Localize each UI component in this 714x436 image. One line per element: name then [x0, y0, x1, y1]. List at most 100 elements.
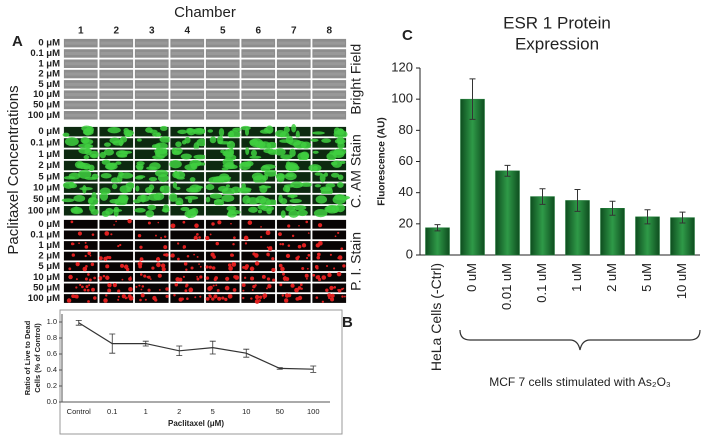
cell-dot — [297, 286, 302, 290]
cell-dot — [211, 297, 215, 301]
micrograph-texture — [65, 93, 97, 97]
cell-blob — [83, 155, 90, 160]
micrograph-texture — [136, 113, 168, 117]
cell-dot — [165, 287, 169, 291]
column-label: 7 — [291, 26, 297, 37]
cell-dot — [72, 242, 75, 246]
cell-blob — [174, 171, 186, 179]
cell-blob — [100, 172, 112, 179]
chart-title: ESR 1 Protein — [503, 13, 611, 32]
cell-dot — [304, 273, 309, 278]
micrograph-texture — [100, 113, 132, 117]
cell-dot — [170, 223, 176, 229]
cell-dot — [198, 263, 200, 265]
column-label: 6 — [255, 26, 261, 37]
x-tick-label: 1 — [144, 407, 148, 416]
row-label: 100 μM — [28, 205, 60, 216]
cell-blob — [115, 150, 128, 158]
cell-blob — [288, 164, 294, 169]
cell-dot — [161, 267, 166, 272]
micrograph — [63, 293, 99, 304]
micrograph — [240, 240, 276, 251]
x-tick-label: 2 uM — [604, 263, 619, 292]
cell-dot — [281, 242, 285, 246]
cell-blob — [151, 144, 158, 149]
cell-blob — [217, 185, 229, 192]
cell-dot — [127, 218, 132, 224]
cell-dot — [129, 276, 132, 279]
micrograph-texture — [65, 41, 97, 45]
micrograph — [205, 282, 241, 294]
x-tick-label: 5 uM — [639, 263, 654, 292]
cell-dot — [283, 298, 289, 303]
cell-dot — [196, 275, 198, 278]
cell-dot — [334, 235, 337, 238]
y-title: Paclitaxel Concentrations — [5, 85, 22, 254]
micrograph-texture — [313, 62, 345, 66]
cell-blob — [284, 172, 297, 181]
cell-blob — [205, 196, 211, 203]
cell-dot — [144, 298, 147, 301]
micrograph-texture — [242, 62, 274, 66]
cell-dot — [143, 274, 147, 278]
cell-blob — [107, 126, 121, 134]
cell-dot — [242, 296, 245, 300]
cell-blob — [279, 139, 292, 143]
row-label: 100 μM — [28, 293, 60, 304]
micrograph — [311, 240, 347, 251]
cell-dot — [341, 295, 344, 298]
cell-dot — [84, 241, 87, 244]
cell-dot — [209, 233, 212, 236]
cell-dot — [325, 288, 329, 292]
cell-dot — [86, 288, 90, 292]
cell-dot — [317, 244, 320, 247]
cell-blob — [172, 181, 178, 189]
cell-blob — [119, 185, 131, 194]
cell-dot — [113, 224, 115, 226]
cell-blob — [290, 194, 295, 199]
cell-blob — [275, 129, 287, 138]
cell-blob — [242, 195, 251, 205]
micrograph — [205, 229, 241, 241]
y-tick-label: 0.0 — [47, 397, 57, 406]
cell-dot — [115, 220, 117, 223]
cell-blob — [222, 157, 234, 167]
cell-dot — [194, 296, 197, 299]
cell-blob — [133, 199, 142, 204]
cell-dot — [301, 266, 305, 270]
x-tick-label: 2 — [177, 407, 181, 416]
cell-dot — [342, 287, 345, 290]
cell-dot — [291, 234, 295, 238]
cell-blob — [168, 192, 178, 202]
cell-blob — [148, 177, 158, 182]
cell-dot — [146, 275, 149, 279]
cell-dot — [188, 287, 194, 293]
cell-dot — [182, 245, 187, 249]
micrograph — [311, 272, 347, 283]
error-bar — [644, 209, 651, 225]
y-tick-label: 60 — [399, 153, 413, 168]
micrograph — [169, 240, 205, 251]
cell-blob — [189, 159, 202, 167]
micrograph-texture — [100, 51, 132, 55]
cell-dot — [307, 232, 310, 234]
cell-blob — [162, 204, 170, 213]
cell-blob — [186, 127, 194, 134]
cell-blob — [244, 127, 250, 136]
cell-dot — [117, 295, 120, 298]
cell-blob — [159, 125, 168, 131]
cell-blob — [288, 209, 299, 218]
cell-blob — [336, 135, 344, 145]
cell-dot — [330, 297, 335, 302]
cell-dot — [173, 293, 176, 297]
row-label: 50 μM — [33, 99, 60, 110]
cell-dot — [135, 285, 138, 288]
cell-dot — [105, 275, 110, 280]
cell-blob — [159, 185, 172, 194]
cell-dot — [241, 283, 246, 288]
micrograph-texture — [207, 72, 239, 76]
cell-dot — [249, 266, 255, 272]
micrograph-texture — [136, 72, 168, 76]
cell-blob — [62, 132, 70, 137]
micrograph — [276, 240, 312, 251]
